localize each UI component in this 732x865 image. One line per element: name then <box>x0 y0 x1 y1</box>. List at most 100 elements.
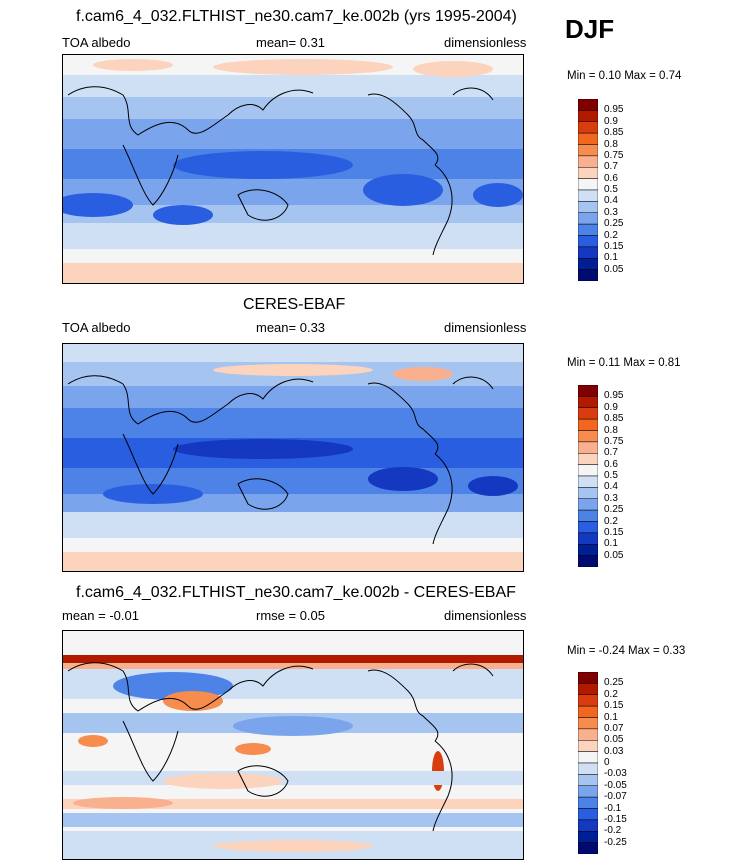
colorbar-tick-label: 0.05 <box>604 263 624 275</box>
colorbar-swatch <box>578 705 598 718</box>
panel2-map-svg <box>63 344 523 571</box>
colorbar-swatch <box>578 223 598 236</box>
panel2-map <box>62 343 524 572</box>
colorbar-tick-label: 0.4 <box>604 481 618 493</box>
colorbar-swatch <box>578 796 598 809</box>
panel3-map <box>62 630 524 860</box>
colorbar-swatch <box>578 842 598 854</box>
season-label: DJF <box>565 14 615 44</box>
colorbar-swatch <box>578 672 598 684</box>
panel3-colorbar <box>578 672 598 854</box>
colorbar-swatch <box>578 475 598 488</box>
colorbar-tick-label: 0.1 <box>604 711 618 723</box>
panel2-minmax: Min = 0.11 Max = 0.81 <box>567 357 681 369</box>
colorbar-tick-label: 0.9 <box>604 115 618 127</box>
colorbar-swatch <box>578 201 598 214</box>
colorbar-swatch <box>578 762 598 775</box>
colorbar-swatch <box>578 407 598 420</box>
colorbar-swatch <box>578 544 598 556</box>
colorbar-swatch <box>578 144 598 157</box>
panel1-map-svg <box>63 55 523 283</box>
colorbar-swatch <box>578 258 598 270</box>
colorbar-tick-label: -0.2 <box>604 825 622 837</box>
colorbar-swatch <box>578 498 598 511</box>
colorbar-tick-label: 0.8 <box>604 424 618 436</box>
colorbar-tick-label: 0.75 <box>604 149 624 161</box>
colorbar-swatch <box>578 418 598 431</box>
colorbar-swatch <box>578 683 598 696</box>
colorbar-swatch <box>578 509 598 522</box>
colorbar-tick-label: 0.95 <box>604 104 624 116</box>
colorbar-tick-label: 0.85 <box>604 413 624 425</box>
colorbar-swatch <box>578 831 598 843</box>
panel1-title: f.cam6_4_032.FLTHIST_ne30.cam7_ke.002b (… <box>76 8 517 25</box>
colorbar-tick-label: 0.2 <box>604 515 618 527</box>
colorbar-tick-label: 0.3 <box>604 492 618 504</box>
colorbar-tick-label: 0.25 <box>604 504 624 516</box>
colorbar-swatch <box>578 178 598 191</box>
colorbar-swatch <box>578 728 598 741</box>
colorbar-tick-label: 0.7 <box>604 161 618 173</box>
colorbar-swatch <box>578 808 598 821</box>
colorbar-tick-label: 0.85 <box>604 127 624 139</box>
colorbar-tick-label: -0.1 <box>604 802 622 814</box>
colorbar-swatch <box>578 464 598 477</box>
colorbar-swatch <box>578 189 598 202</box>
colorbar-tick-label: 0.8 <box>604 138 618 150</box>
panel1-units-label: dimensionless <box>444 35 527 50</box>
colorbar-tick-label: 0.15 <box>604 700 624 712</box>
colorbar-swatch <box>578 385 598 397</box>
colorbar-swatch <box>578 121 598 134</box>
colorbar-swatch <box>578 396 598 409</box>
colorbar-tick-label: 0.5 <box>604 470 618 481</box>
colorbar-tick-label: -0.03 <box>604 768 627 780</box>
colorbar-tick-label: 0.15 <box>604 526 624 538</box>
colorbar-tick-label: 0.6 <box>604 458 618 470</box>
colorbar-swatch <box>578 453 598 465</box>
colorbar-tick-label: 0 <box>604 757 610 768</box>
colorbar-tick-label: 0.2 <box>604 229 618 241</box>
panel1-colorbar-svg <box>578 99 598 281</box>
colorbar-swatch <box>578 740 598 752</box>
colorbar-swatch <box>578 441 598 454</box>
panel2-mean-label: mean= 0.33 <box>256 320 326 335</box>
colorbar-tick-label: -0.07 <box>604 791 627 803</box>
colorbar-tick-label: 0.1 <box>604 252 618 264</box>
panel3-title: f.cam6_4_032.FLTHIST_ne30.cam7_ke.002b -… <box>76 584 516 601</box>
colorbar-tick-label: -0.25 <box>604 836 627 848</box>
colorbar-swatch <box>578 774 598 787</box>
colorbar-tick-label: 0.07 <box>604 722 624 734</box>
colorbar-swatch <box>578 212 598 225</box>
colorbar-tick-label: 0.5 <box>604 184 618 195</box>
colorbar-swatch <box>578 555 598 567</box>
colorbar-tick-label: 0.15 <box>604 240 624 252</box>
colorbar-swatch <box>578 110 598 123</box>
panel3-minmax: Min = -0.24 Max = 0.33 <box>567 645 686 657</box>
colorbar-tick-label: 0.95 <box>604 390 624 402</box>
colorbar-tick-label: -0.05 <box>604 779 627 791</box>
panel1-mean-label: mean= 0.31 <box>256 35 326 50</box>
colorbar-tick-label: 0.03 <box>604 745 624 757</box>
colorbar-swatch <box>578 246 598 259</box>
panel3-rmse-label: rmse = 0.05 <box>256 608 326 623</box>
colorbar-swatch <box>578 167 598 179</box>
colorbar-swatch <box>578 694 598 707</box>
colorbar-tick-label: 0.25 <box>604 218 624 230</box>
colorbar-swatch <box>578 487 598 500</box>
panel1-map <box>62 54 524 284</box>
colorbar-tick-label: 0.05 <box>604 549 624 561</box>
colorbar-tick-label: 0.25 <box>604 677 624 689</box>
panel2-variable-label: TOA albedo <box>62 320 131 335</box>
colorbar-swatch <box>578 751 598 764</box>
colorbar-tick-label: 0.9 <box>604 401 618 413</box>
colorbar-swatch <box>578 235 598 248</box>
colorbar-swatch <box>578 269 598 281</box>
colorbar-swatch <box>578 819 598 832</box>
panel1-minmax: Min = 0.10 Max = 0.74 <box>567 70 682 82</box>
panel3-units-label: dimensionless <box>444 608 527 623</box>
colorbar-tick-label: 0.6 <box>604 172 618 184</box>
panel1-variable-label: TOA albedo <box>62 35 131 50</box>
panel2-colorbar-svg <box>578 385 598 567</box>
panel2-units-label: dimensionless <box>444 320 527 335</box>
colorbar-tick-label: 0.4 <box>604 195 618 207</box>
